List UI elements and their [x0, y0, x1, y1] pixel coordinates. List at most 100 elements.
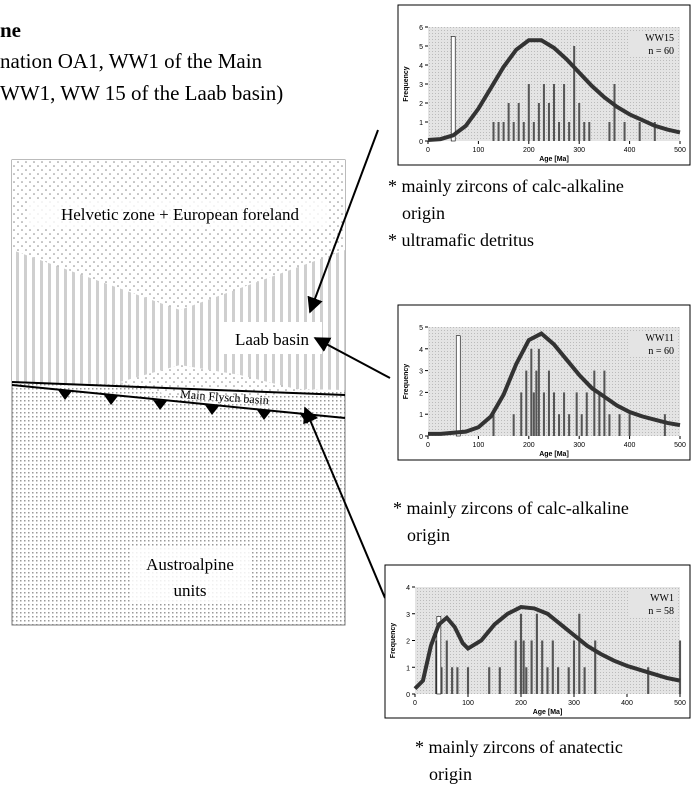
y-tick-label: 2	[419, 101, 423, 108]
y-tick-label: 1	[419, 120, 423, 127]
note-line: origin	[429, 764, 472, 784]
chart: 0 1 2 3 4 5 0 100 200 300 400 500 Age [Ma] Frequency W…	[397, 304, 691, 461]
bar	[567, 667, 570, 694]
x-tick-label: 400	[624, 442, 636, 449]
bar	[541, 640, 544, 694]
bar	[594, 640, 597, 694]
bar	[598, 392, 601, 436]
bar	[647, 667, 650, 694]
helvetic-zone	[12, 160, 345, 310]
bar	[456, 667, 459, 694]
bar	[608, 414, 611, 436]
zone-label: Laab basin	[235, 330, 310, 349]
y-tick-label: 6	[419, 25, 423, 32]
x-axis-label: Age [Ma]	[539, 156, 569, 163]
bar	[678, 640, 682, 694]
bar	[583, 667, 586, 694]
x-tick-label: 0	[413, 700, 417, 707]
y-tick-label: 2	[419, 390, 423, 397]
x-tick-label: 500	[674, 700, 686, 707]
label-bg	[222, 322, 322, 354]
y-tick-label: 4	[406, 585, 410, 592]
bar	[568, 122, 571, 141]
bar	[578, 613, 581, 694]
arrow	[307, 129, 379, 314]
bar	[535, 370, 538, 436]
y-tick-label: 5	[419, 325, 423, 332]
annotation: n = 58	[648, 606, 674, 617]
bar	[618, 414, 621, 436]
bar	[525, 667, 528, 694]
bar	[603, 370, 606, 436]
bar	[547, 370, 550, 436]
bar	[512, 414, 515, 436]
bar	[578, 103, 581, 141]
annotation-bg	[630, 331, 676, 344]
bar	[663, 414, 666, 436]
y-axis-label: Frequency	[403, 66, 410, 102]
annotation-bg	[630, 604, 676, 617]
x-tick-label: 200	[523, 147, 535, 154]
zone-label: Helvetic zone + European foreland	[61, 205, 300, 224]
bar	[542, 84, 545, 141]
bar	[514, 640, 517, 694]
y-axis-label: Frequency	[390, 623, 397, 659]
bar	[532, 122, 535, 141]
bar	[435, 640, 438, 694]
bar	[451, 667, 454, 694]
x-tick-label: 100	[462, 700, 474, 707]
density-curve	[427, 38, 681, 143]
y-tick-label: 1	[419, 412, 423, 419]
bar	[608, 122, 611, 141]
bar	[551, 640, 554, 694]
x-tick-label: 0	[426, 147, 430, 154]
zone-label: units	[173, 581, 206, 600]
arrows	[303, 129, 391, 599]
annotation: n = 60	[648, 346, 674, 357]
x-axis-label: Age [Ma]	[539, 451, 569, 458]
bar	[580, 414, 583, 436]
y-tick-label: 0	[419, 139, 423, 146]
bar	[552, 392, 556, 436]
bar	[568, 414, 571, 436]
bar	[492, 122, 495, 141]
y-tick-label: 0	[406, 692, 410, 699]
x-tick-label: 300	[573, 442, 585, 449]
x-tick-label: 100	[473, 147, 485, 154]
x-tick-label: 200	[515, 700, 527, 707]
bar	[546, 667, 549, 694]
y-tick-label: 2	[406, 639, 410, 646]
bar	[519, 613, 523, 694]
bar	[588, 122, 591, 141]
bar	[547, 103, 550, 141]
y-tick-label: 4	[419, 347, 423, 354]
bar	[638, 122, 641, 141]
annotation: n = 60	[648, 46, 674, 57]
annotation: WW15	[645, 33, 674, 44]
annotation: WW1	[650, 593, 674, 604]
bar	[558, 414, 561, 436]
note-line: * mainly zircons of calc-alkaline	[393, 498, 629, 518]
bar	[585, 392, 588, 436]
bar	[530, 640, 533, 694]
y-tick-label: 3	[406, 612, 410, 619]
x-tick-label: 100	[473, 442, 485, 449]
bar	[525, 370, 528, 436]
bar	[527, 84, 530, 141]
bar	[520, 392, 523, 436]
bar	[507, 103, 510, 141]
header-line: nation OA1, WW1 of the Main	[0, 49, 263, 73]
bar	[613, 84, 616, 141]
bar	[653, 122, 656, 141]
zone-label: Austroalpine	[146, 555, 234, 574]
thrust-line	[11, 384, 346, 419]
note-line: origin	[407, 525, 450, 545]
y-tick-label: 1	[406, 665, 410, 672]
bar	[537, 348, 540, 436]
diagram: Helvetic zone + European foreland Laab b…	[11, 159, 346, 626]
label-bg	[130, 548, 250, 604]
bar	[563, 392, 566, 436]
x-tick-label: 500	[674, 147, 686, 154]
